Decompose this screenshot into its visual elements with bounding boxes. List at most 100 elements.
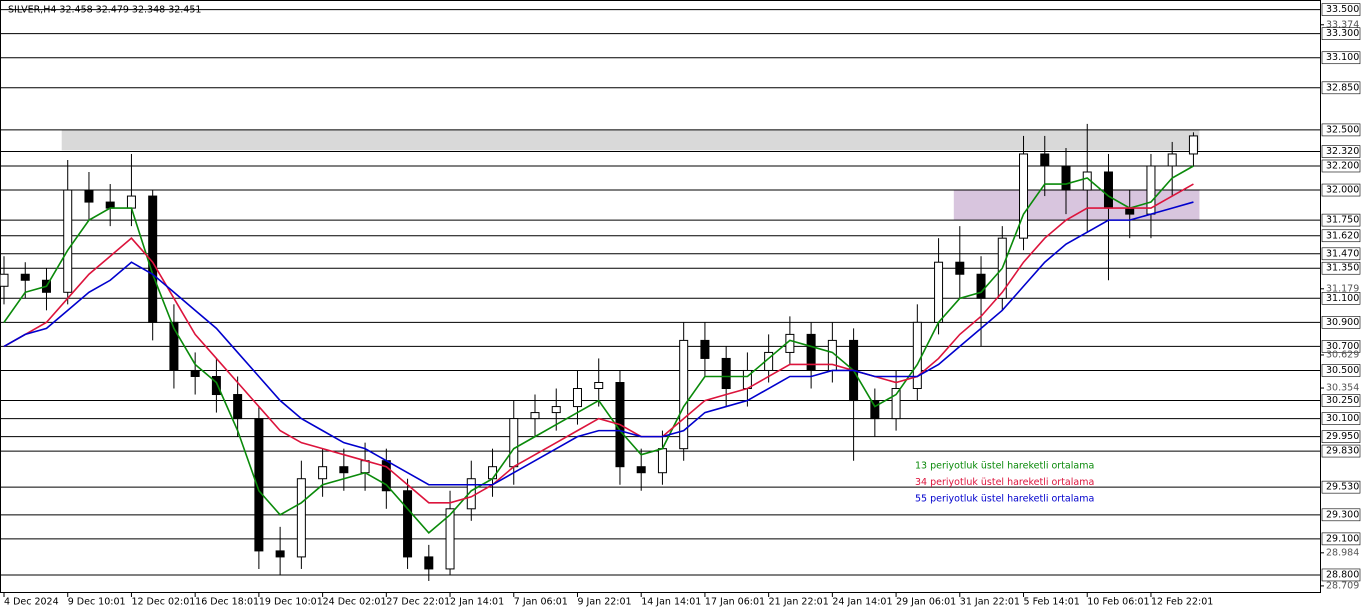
zone [953, 190, 1200, 221]
x-tick-label: 14 Jan 14:01 [641, 597, 701, 608]
y-tick-label: 30.100 [1326, 413, 1359, 424]
y-minor-label: 30.354 [1326, 383, 1359, 394]
y-label-box [1321, 247, 1361, 261]
candle-body [509, 418, 519, 468]
y-tick-label: 29.530 [1326, 482, 1359, 493]
candle-body [657, 448, 667, 474]
x-tick-label: 24 Jan 14:01 [832, 597, 892, 608]
ema-line [3, 183, 1194, 504]
y-tick-label: 33.300 [1326, 28, 1359, 39]
candle-body [0, 273, 9, 287]
y-label-box [1321, 508, 1361, 522]
y-label-box [1321, 81, 1361, 95]
y-minor-label: 33.374 [1326, 19, 1359, 30]
candle-body [721, 357, 731, 390]
plot-frame [0, 0, 1321, 593]
candle-body [1125, 207, 1135, 215]
y-label-box [1321, 394, 1361, 407]
legend-label: 34 periyotluk üstel hareketli ortalama [915, 477, 1094, 488]
candle-body [636, 466, 646, 474]
x-tick-label: 7 Jan 06:01 [514, 597, 568, 608]
x-tick-label: 2 Jan 14:01 [450, 597, 504, 608]
y-tick-label: 32.850 [1326, 82, 1359, 93]
y-tick-label: 29.950 [1326, 431, 1359, 442]
y-label-box [1321, 292, 1361, 305]
y-label-box [1321, 27, 1361, 40]
candle-body [84, 189, 94, 203]
y-label-box [1321, 412, 1361, 425]
y-label-box [1321, 51, 1361, 65]
y-label-box [1321, 364, 1361, 377]
candle-body [870, 400, 880, 420]
x-tick-label: 27 Dec 22:01 [386, 597, 450, 608]
y-tick-label: 31.620 [1326, 230, 1359, 241]
x-tick-label: 12 Dec 02:01 [131, 597, 195, 608]
candle-body [63, 189, 73, 293]
x-tick-label: 9 Dec 10:01 [68, 597, 126, 608]
y-tick-label: 29.300 [1326, 509, 1359, 520]
candle-body [254, 418, 264, 552]
y-minor-label: 31.179 [1326, 283, 1359, 294]
y-label-box [1321, 340, 1361, 353]
y-tick-label: 30.500 [1326, 365, 1359, 376]
candle-body [275, 550, 285, 558]
y-label-box [1321, 316, 1361, 329]
candle-body [233, 394, 243, 420]
candle-body [488, 466, 498, 480]
y-label-box [1321, 480, 1361, 494]
y-label-box [1321, 229, 1361, 243]
candle-body [976, 273, 986, 299]
y-label-box [1321, 444, 1361, 458]
candle-body [318, 466, 328, 480]
y-tick-label: 29.830 [1326, 446, 1359, 457]
candle-body [572, 388, 582, 408]
x-tick-label: 4 Dec 2024 [4, 597, 59, 608]
y-tick-label: 33.500 [1326, 4, 1359, 15]
y-tick-label: 32.000 [1326, 185, 1359, 196]
y-label-box [1321, 183, 1361, 197]
y-label-box [1321, 532, 1361, 546]
x-tick-label: 31 Jan 22:01 [960, 597, 1020, 608]
y-tick-label: 30.250 [1326, 395, 1359, 406]
x-tick-label: 29 Jan 06:01 [896, 597, 956, 608]
candle-body [20, 273, 30, 281]
y-tick-label: 30.700 [1326, 341, 1359, 352]
candle-body [126, 195, 136, 209]
candle-body [1019, 153, 1029, 239]
y-tick-label: 32.500 [1326, 124, 1359, 135]
candle-body [594, 382, 604, 390]
y-tick-label: 32.200 [1326, 160, 1359, 171]
candle-body [169, 321, 179, 371]
y-label-box [1321, 3, 1361, 16]
x-tick-label: 10 Feb 06:01 [1087, 597, 1149, 608]
y-tick-label: 30.900 [1326, 317, 1359, 328]
y-tick-label: 31.750 [1326, 215, 1359, 226]
y-label-box [1321, 213, 1361, 227]
y-label-box [1321, 430, 1361, 443]
y-minor-label: 28.709 [1326, 580, 1359, 591]
candle-body [211, 375, 221, 396]
y-minor-label: 30.629 [1326, 349, 1359, 360]
y-label-box [1321, 568, 1361, 582]
candle-body [1040, 153, 1050, 167]
y-label-box [1321, 145, 1361, 158]
x-tick-label: 17 Jan 06:01 [705, 597, 765, 608]
candle-body [105, 201, 115, 209]
y-minor-label: 28.984 [1326, 547, 1359, 558]
candle-body [445, 508, 455, 570]
candle-body [403, 490, 413, 558]
y-tick-label: 28.800 [1326, 569, 1359, 580]
y-tick-label: 33.100 [1326, 52, 1359, 63]
y-tick-label: 31.470 [1326, 248, 1359, 259]
y-tick-label: 31.100 [1326, 293, 1359, 304]
x-tick-label: 16 Dec 18:01 [195, 597, 259, 608]
legend-label: 13 periyotluk üstel hareketli ortalama [915, 461, 1094, 472]
y-label-box [1321, 261, 1361, 275]
ema-line [3, 201, 1194, 486]
candle-body [551, 406, 561, 414]
y-label-box [1321, 159, 1361, 173]
x-tick-label: 9 Jan 22:01 [577, 597, 631, 608]
candle-body [806, 333, 816, 371]
candle-body [1061, 165, 1071, 191]
